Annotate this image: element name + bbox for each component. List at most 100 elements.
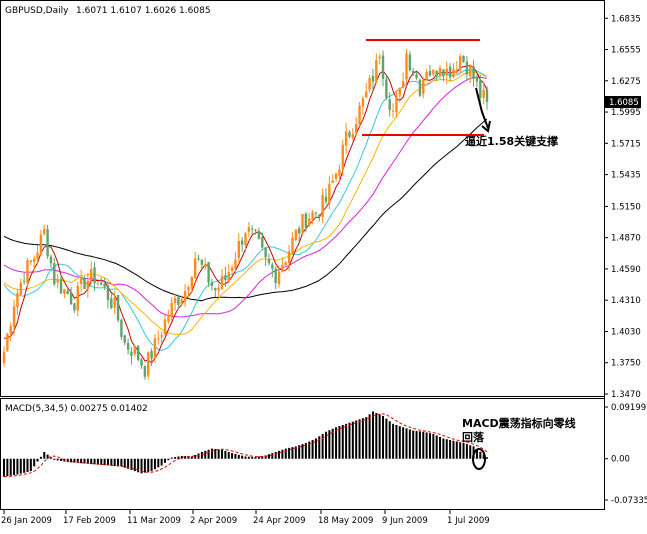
- candle: [110, 292, 113, 310]
- macd-signal-path: [3, 413, 488, 478]
- macd-bar: [425, 432, 428, 459]
- candle: [311, 209, 314, 225]
- macd-tick-label: -0.07335: [611, 496, 647, 506]
- candle-body: [261, 237, 264, 248]
- candle: [69, 286, 73, 305]
- candle-body: [157, 338, 160, 340]
- candle: [368, 75, 371, 93]
- candle-body: [147, 352, 150, 376]
- macd-bar: [402, 427, 405, 459]
- candle-body: [472, 66, 475, 79]
- macd-bar: [231, 453, 234, 459]
- macd-bar: [86, 458, 89, 464]
- candle-body: [294, 229, 298, 240]
- candle-body: [338, 169, 341, 176]
- candle-body: [358, 105, 361, 125]
- candle-body: [422, 79, 425, 94]
- candle-body: [120, 319, 123, 337]
- candle: [120, 318, 123, 340]
- macd-annotation-line1: MACD震荡指标向零线: [462, 416, 576, 430]
- macd-bar: [375, 412, 378, 459]
- candle: [405, 49, 408, 84]
- candle-body: [187, 287, 190, 291]
- candle-body: [385, 79, 388, 98]
- candle: [378, 53, 381, 65]
- candle: [465, 55, 469, 81]
- macd-bar: [257, 456, 260, 459]
- macd-bar: [33, 458, 36, 467]
- candle-body: [19, 282, 22, 296]
- macd-histogram: [3, 411, 488, 477]
- candle: [116, 294, 120, 323]
- candle: [12, 299, 16, 336]
- candle: [76, 281, 79, 317]
- price-tick-label: 1.4590: [611, 265, 641, 275]
- candle-body: [267, 259, 271, 264]
- candle: [479, 75, 482, 105]
- candle-body: [36, 252, 39, 260]
- candle-body: [83, 277, 86, 289]
- macd-bar: [422, 431, 425, 459]
- candle-body: [160, 334, 163, 337]
- candle-body: [378, 56, 381, 59]
- candle: [63, 288, 66, 299]
- macd-bar: [237, 454, 240, 459]
- macd-bar: [385, 418, 388, 459]
- candle: [53, 258, 56, 287]
- macd-bar: [137, 458, 140, 473]
- candle: [187, 285, 190, 297]
- candle-body: [311, 212, 314, 221]
- macd-bar: [345, 423, 348, 459]
- macd-bar: [83, 458, 86, 464]
- candle-body: [291, 238, 294, 254]
- symbol-label: GBPUSD,Daily: [5, 6, 69, 16]
- candle-body: [86, 280, 90, 290]
- candle: [264, 247, 267, 267]
- candle-body: [210, 282, 214, 286]
- current-price-label: 1.6085: [609, 98, 639, 108]
- candle-body: [197, 258, 200, 260]
- candle-body: [136, 345, 140, 361]
- macd-bar: [398, 426, 401, 459]
- candle: [422, 77, 425, 99]
- candle: [207, 261, 210, 287]
- candle: [2, 346, 6, 367]
- candle: [210, 278, 214, 291]
- macd-annotation-line2: 回落: [462, 430, 485, 444]
- macd-bar: [435, 435, 438, 459]
- candle: [217, 283, 220, 297]
- macd-bar: [439, 436, 442, 459]
- candle: [93, 262, 96, 292]
- candle: [133, 345, 137, 357]
- macd-bar: [60, 458, 63, 461]
- candle: [314, 211, 318, 218]
- macd-bar: [210, 448, 213, 459]
- candle-body: [455, 69, 459, 71]
- macd-bar: [117, 458, 120, 467]
- candle-body: [183, 291, 187, 301]
- macd-bar: [207, 449, 210, 459]
- price-tick-label: 1.3470: [611, 390, 641, 400]
- macd-bar: [113, 458, 116, 467]
- candle-body: [39, 234, 43, 255]
- macd-label: MACD(5,34,5) 0.00275 0.01402: [5, 404, 148, 414]
- price-axis-ticks: 1.6835 1.6555 1.6275 1.5995 1.5715 1.5435 1.51…: [604, 14, 641, 400]
- candle-body: [240, 240, 244, 245]
- candle-body: [217, 287, 220, 291]
- candle-body: [301, 213, 304, 234]
- macd-bar: [241, 455, 244, 459]
- macd-bar: [221, 449, 224, 459]
- candle-body: [274, 268, 277, 283]
- candle: [123, 334, 126, 346]
- candle: [284, 261, 287, 266]
- candle-body: [207, 262, 210, 283]
- price-tick-label: 1.5435: [611, 171, 641, 181]
- price-tick-label: 1.4870: [611, 234, 641, 244]
- candle: [163, 315, 167, 337]
- candle: [153, 334, 157, 364]
- candle: [254, 228, 257, 235]
- candle: [395, 90, 398, 118]
- candle-body: [173, 298, 177, 303]
- macd-bar: [217, 449, 220, 459]
- macd-bar: [110, 458, 113, 466]
